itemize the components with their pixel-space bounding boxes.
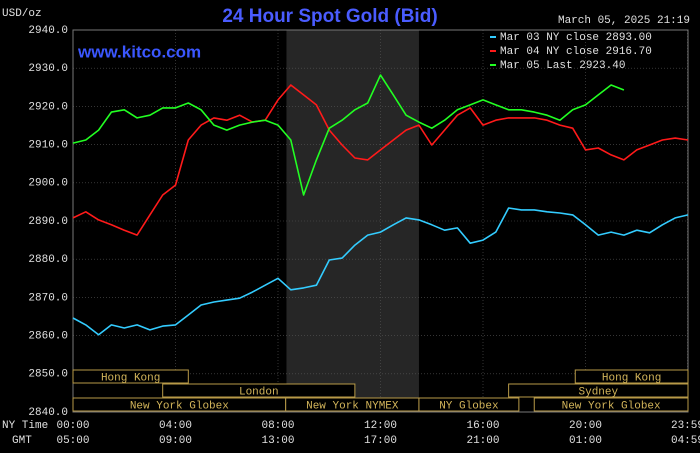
- text-layer: USD/oz 24 Hour Spot Gold (Bid) March 05,…: [2, 6, 700, 447]
- x2-tick-label: 17:00: [364, 435, 397, 447]
- x-tick-label: 00:00: [56, 420, 89, 432]
- x2-tick-label: 04:59: [671, 435, 700, 447]
- session-label: New York NYMEX: [306, 400, 399, 412]
- series-line: [72, 84, 689, 236]
- x-tick-label: 20:00: [569, 420, 602, 432]
- session-layer: Hong Kong Hong Kong London Sydney New York G…: [72, 369, 689, 412]
- x-tick-label: 23:59: [671, 420, 700, 432]
- y-tick-label: 2910.0: [28, 140, 68, 152]
- series-line: [72, 74, 625, 196]
- x2-tick-label: 09:00: [159, 435, 192, 447]
- grid-layer: [72, 29, 689, 413]
- y-tick-label: 2940.0: [28, 25, 68, 37]
- legend-label: Mar 05 Last 2923.40: [500, 60, 625, 72]
- y-tick-label: 2850.0: [28, 369, 68, 381]
- x-row-label: GMT: [12, 435, 32, 447]
- session-bar: [574, 369, 689, 384]
- x2-tick-label: 05:00: [56, 435, 89, 447]
- timestamp: March 05, 2025 21:19: [558, 15, 690, 27]
- x2-tick-label: 13:00: [261, 435, 294, 447]
- y-axis-label: USD/oz: [2, 8, 42, 20]
- session-label: London: [239, 386, 279, 398]
- x2-tick-label: 01:00: [569, 435, 602, 447]
- chart-title: 24 Hour Spot Gold (Bid): [222, 6, 437, 27]
- x-tick-label: 12:00: [364, 420, 397, 432]
- site-label: www.kitco.com: [77, 42, 201, 61]
- session-label: Hong Kong: [101, 372, 160, 384]
- y-tick-label: 2920.0: [28, 101, 68, 113]
- session-label: NY Globex: [439, 400, 499, 412]
- session-label: New York Globex: [130, 400, 229, 412]
- session-bar: [162, 383, 356, 398]
- x-row-label: NY Time: [2, 420, 48, 432]
- session-bar: [72, 369, 189, 384]
- x-tick-label: 16:00: [466, 420, 499, 432]
- x-tick-label: 04:00: [159, 420, 192, 432]
- session-label: Hong Kong: [602, 372, 661, 384]
- line-layer: [72, 74, 689, 336]
- plot-border: [72, 29, 689, 413]
- session-bar: [508, 383, 689, 398]
- legend-label: Mar 04 NY close 2916.70: [500, 46, 652, 58]
- legend-label: Mar 03 NY close 2893.00: [500, 32, 652, 44]
- session-bar: [533, 397, 689, 412]
- series-line: [72, 207, 689, 336]
- y-tick-label: 2840.0: [28, 407, 68, 419]
- y-tick-label: 2860.0: [28, 331, 68, 343]
- session-label: Sydney: [579, 386, 619, 398]
- y-tick-label: 2890.0: [28, 216, 68, 228]
- y-tick-label: 2900.0: [28, 178, 68, 190]
- y-tick-label: 2880.0: [28, 254, 68, 266]
- x2-tick-label: 21:00: [466, 435, 499, 447]
- x-tick-label: 08:00: [261, 420, 294, 432]
- session-bar: [418, 397, 520, 412]
- y-tick-label: 2930.0: [28, 63, 68, 75]
- y-tick-label: 2870.0: [28, 292, 68, 304]
- session-label: New York Globex: [562, 400, 661, 412]
